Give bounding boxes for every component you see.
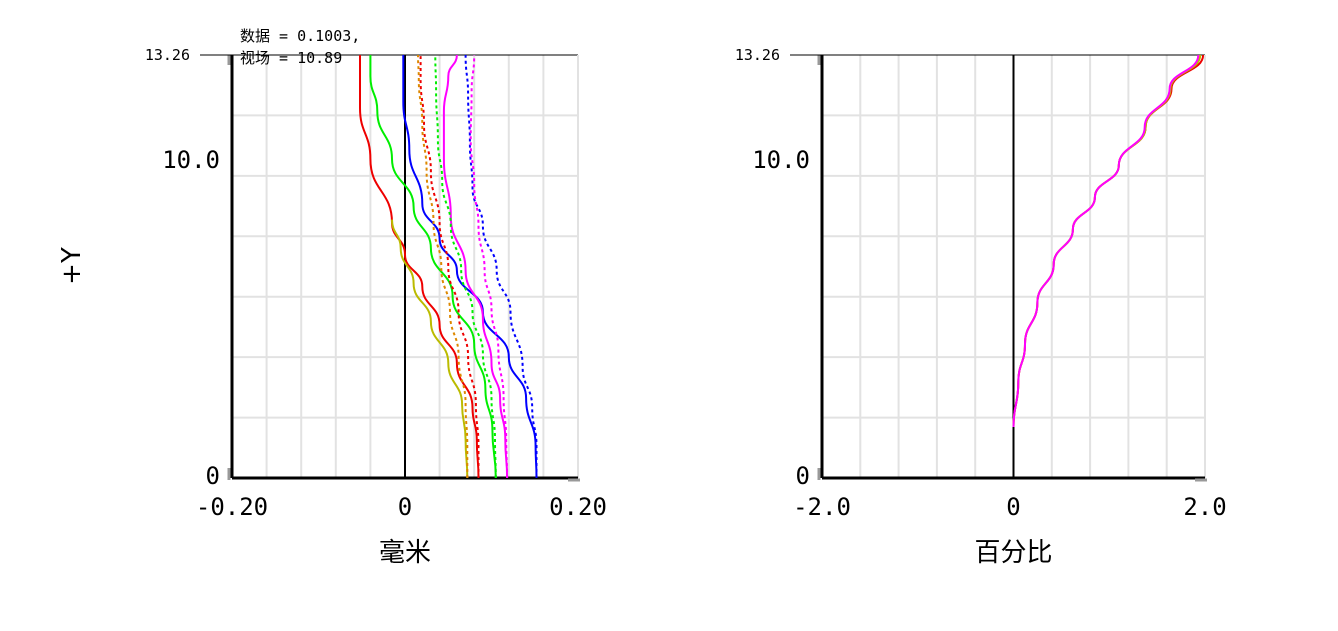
- y-tick-label: 13.26: [735, 46, 780, 64]
- field-curvature-chart: 0 10.0 13.26 -0.20 0 0.20 毫米 +Y: [57, 46, 607, 568]
- x-tick-label: 0: [1006, 493, 1020, 521]
- series-line: [442, 54, 509, 479]
- annotation-data: 数据 = 0.1003,: [240, 27, 360, 45]
- series-line: [369, 55, 497, 479]
- series-line: [359, 55, 480, 479]
- y-tick-label: 13.26: [145, 46, 190, 64]
- x-tick-label: 0.20: [549, 493, 607, 521]
- x-tick-label: -0.20: [196, 493, 268, 521]
- x-axis-label: 毫米: [379, 538, 431, 568]
- series-line: [391, 219, 469, 479]
- series-line: [402, 55, 538, 479]
- series-line-dashed: [434, 54, 497, 479]
- x-tick-label: 2.0: [1183, 493, 1226, 521]
- x-tick-label: 0: [398, 493, 412, 521]
- series-line: [1012, 54, 1202, 428]
- y-tick-label: 10.0: [162, 146, 220, 174]
- series-line-dashed: [464, 54, 538, 479]
- series-line-dashed: [469, 54, 509, 479]
- series-line: [1012, 54, 1200, 428]
- series-line-dashed: [419, 55, 480, 479]
- x-tick-label: -2.0: [793, 493, 851, 521]
- y-tick-label: 10.0: [752, 146, 810, 174]
- y-tick-label: 0: [796, 462, 810, 490]
- y-axis-label: +Y: [57, 247, 87, 285]
- y-tick-label: 0: [206, 462, 220, 490]
- series-line-dashed: [417, 54, 469, 478]
- distortion-chart: 0 10.0 13.26 -2.0 0 2.0 百分比: [735, 46, 1227, 568]
- series-line: [1012, 54, 1205, 428]
- x-axis-label: 百分比: [974, 538, 1052, 568]
- annotation-field: 视场 = 10.89: [240, 49, 342, 67]
